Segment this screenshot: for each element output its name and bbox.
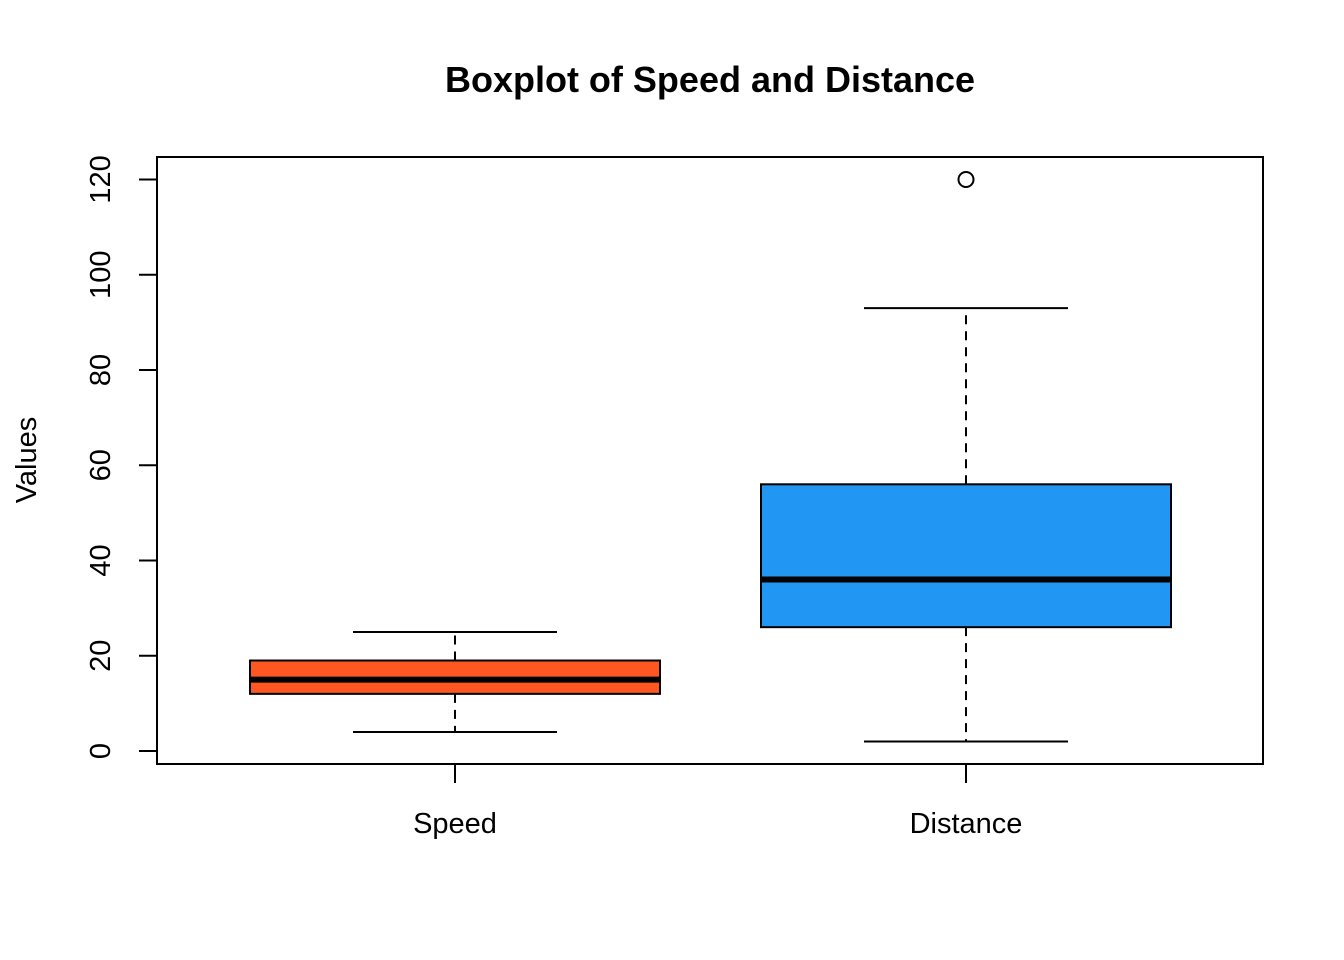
x-tick-label: Distance xyxy=(910,808,1023,840)
box-speed xyxy=(249,630,661,733)
box-distance xyxy=(760,171,1172,743)
y-axis: 0 20 40 60 80 100 120 xyxy=(85,155,158,759)
boxes-group xyxy=(249,171,1172,743)
x-tick-label: Speed xyxy=(413,808,497,840)
y-tick-label: 40 xyxy=(85,544,117,576)
x-axis: Speed Distance xyxy=(413,764,1022,840)
y-tick-label: 120 xyxy=(85,155,117,203)
y-tick-label: 80 xyxy=(85,354,117,386)
y-axis-label: Values xyxy=(11,417,43,504)
y-tick-label: 0 xyxy=(85,743,117,759)
chart-title: Boxplot of Speed and Distance xyxy=(445,59,975,100)
y-tick-label: 20 xyxy=(85,640,117,672)
outlier-point xyxy=(957,171,975,188)
y-tick-label: 60 xyxy=(85,449,117,481)
iqr-box xyxy=(760,483,1172,629)
y-tick-label: 100 xyxy=(85,251,117,299)
